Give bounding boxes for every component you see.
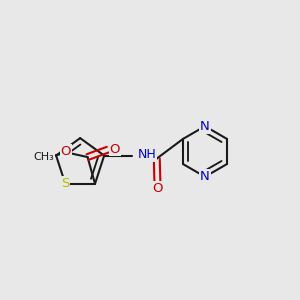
Text: O: O [152, 182, 163, 195]
Text: N: N [200, 120, 210, 133]
Text: N: N [200, 170, 210, 183]
Text: O: O [110, 142, 120, 155]
Text: CH₃: CH₃ [33, 152, 54, 162]
Text: NH: NH [138, 148, 157, 161]
Text: O: O [61, 145, 71, 158]
Text: S: S [61, 177, 70, 190]
